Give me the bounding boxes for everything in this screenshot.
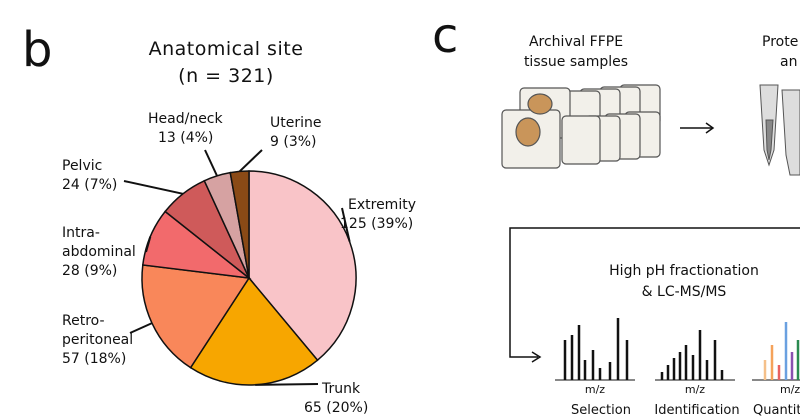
slice-label: peritoneal — [62, 332, 133, 348]
slice-label: Trunk — [321, 381, 361, 397]
step-label: High pH fractionation — [609, 263, 759, 279]
leader-line — [341, 207, 351, 242]
pie-slice — [141, 264, 251, 369]
mode-label: Identification — [654, 403, 739, 418]
axis-label: m/z — [585, 383, 605, 396]
axis-label: m/z — [780, 383, 800, 396]
mode-label: Quantit — [753, 403, 800, 418]
panel-label: b — [22, 22, 52, 78]
step-label: & LC-MS/MS — [642, 284, 727, 300]
leader-line — [129, 322, 153, 334]
connector — [509, 227, 800, 358]
slice-label: abdominal — [62, 244, 136, 260]
value-label: 57 (18%) — [62, 351, 126, 367]
chart-subtitle: (n = 321) — [178, 65, 274, 87]
slice-label: Pelvic — [62, 158, 102, 174]
slice-label: Head/neck — [148, 111, 224, 127]
leader-line — [238, 149, 263, 173]
value-label: 9 (3%) — [270, 134, 317, 150]
leader-line — [145, 236, 152, 253]
slice-label: Extremity — [348, 197, 416, 213]
tissue-slides — [501, 84, 661, 169]
value-label: 13 (4%) — [158, 130, 213, 146]
leader-line — [204, 149, 218, 177]
tubes — [759, 84, 800, 176]
value-label: 65 (20%) — [304, 400, 368, 416]
spectra — [555, 318, 800, 381]
arrow — [680, 122, 715, 134]
axis-label: m/z — [685, 383, 705, 396]
slice-label: Retro- — [62, 313, 105, 329]
arrowhead — [531, 351, 542, 363]
value-label: 28 (9%) — [62, 263, 117, 279]
step-label: Prote — [762, 34, 798, 50]
pie-slice — [248, 170, 357, 362]
chart-title: Anatomical site — [149, 38, 304, 60]
value-label: 24 (7%) — [62, 177, 117, 193]
leader-line — [123, 180, 184, 195]
step-label: tissue samples — [524, 54, 628, 70]
mode-label: Selection — [571, 403, 631, 418]
step-label: an — [780, 54, 797, 70]
step-label: Archival FFPE — [529, 34, 623, 50]
slice-label: Uterine — [270, 115, 321, 131]
value-label: 125 (39%) — [340, 216, 413, 232]
leader-line — [255, 383, 319, 386]
slice-label: Intra- — [62, 225, 100, 241]
panel-label: c — [432, 8, 458, 64]
pie-slice — [189, 276, 319, 386]
